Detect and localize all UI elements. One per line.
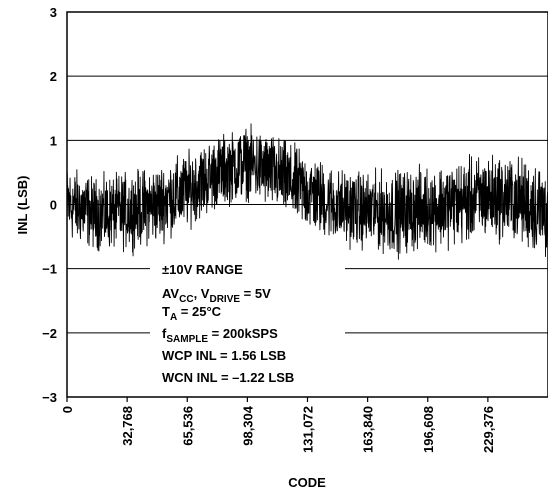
annotation-wcp: WCP INL = 1.56 LSB xyxy=(162,348,286,363)
y-tick-label: −2 xyxy=(42,326,57,341)
x-tick-label: 163,840 xyxy=(361,406,376,453)
annotation-range: ±10V RANGE xyxy=(162,262,243,277)
y-tick-label: 1 xyxy=(50,133,57,148)
annotation-sample-rate: fSAMPLE = 200kSPS xyxy=(162,326,278,345)
y-tick-label: 2 xyxy=(50,69,57,84)
inl-trace xyxy=(66,123,548,260)
annotation-wcn: WCN INL = –1.22 LSB xyxy=(162,370,294,385)
x-tick-label: 229,376 xyxy=(481,406,496,453)
x-tick-label: 32,768 xyxy=(120,406,135,446)
y-tick-label: −3 xyxy=(42,390,57,405)
annotation-temp: TA = 25°C xyxy=(162,304,222,323)
y-tick-label: −1 xyxy=(42,262,57,277)
y-tick-labels: 3 2 1 0 −1 −2 −3 xyxy=(42,5,57,405)
inl-series xyxy=(66,123,548,260)
y-tick-label: 0 xyxy=(50,198,57,213)
x-tick-labels: 0 32,768 65,536 98,304 131,072 163,840 196,608… xyxy=(60,397,496,453)
annotation-background xyxy=(150,256,345,390)
annotation-block: ±10V RANGE AVCC, VDRIVE = 5V TA = 25°C f… xyxy=(162,262,294,385)
x-tick-label: 65,536 xyxy=(180,406,195,446)
y-axis-label: INL (LSB) xyxy=(15,176,30,235)
x-axis-label: CODE xyxy=(288,475,326,490)
y-tick-label: 3 xyxy=(50,5,57,20)
x-tick-label: 131,072 xyxy=(301,406,316,453)
x-tick-label: 98,304 xyxy=(240,405,255,446)
annotation-supply: AVCC, VDRIVE = 5V xyxy=(162,286,271,305)
x-tick-label: 196,608 xyxy=(421,406,436,453)
x-tick-label: 0 xyxy=(60,406,75,413)
